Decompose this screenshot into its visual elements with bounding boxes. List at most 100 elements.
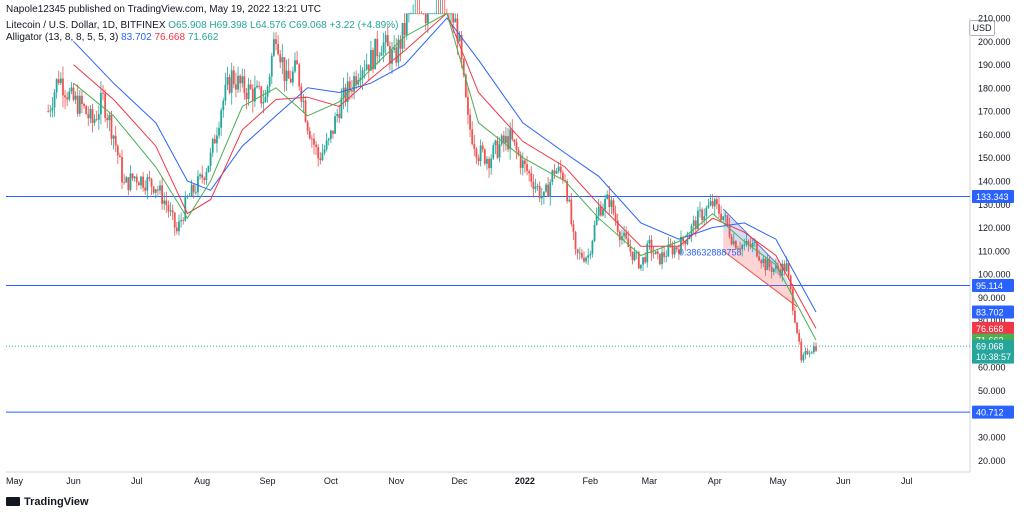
candle-body (116, 145, 119, 156)
candle-body (555, 170, 558, 174)
candle-body (220, 110, 223, 128)
candle-body (709, 201, 712, 206)
candle-body (142, 176, 145, 188)
candle-body (414, 13, 417, 15)
candle-body (559, 166, 562, 173)
candle-body (483, 149, 486, 164)
alligator-label[interactable]: Alligator (13, 8, 8, 5, 5, 3) (6, 32, 119, 43)
candle-body (764, 258, 767, 271)
candle-body (161, 185, 163, 204)
candle-body (471, 129, 474, 144)
candle-body (730, 236, 733, 245)
candle-body (167, 205, 170, 212)
candle-body (237, 75, 239, 90)
candle-body (346, 81, 349, 102)
candle-body (760, 260, 763, 264)
candle-body (277, 43, 280, 55)
candle-body (247, 84, 250, 100)
candle-body (194, 192, 197, 194)
candle-body (732, 241, 735, 245)
candle-body (625, 232, 628, 239)
candle-body (243, 76, 246, 93)
candle-body (291, 71, 294, 83)
candle-body (538, 186, 541, 199)
candle-body (123, 182, 126, 184)
candle-body (511, 129, 514, 140)
tradingview-brand: TradingView (24, 496, 89, 508)
candle-body (498, 144, 501, 158)
candle-body (66, 97, 69, 100)
candle-body (661, 252, 663, 265)
candle-body (462, 59, 465, 75)
candle-body (424, 13, 427, 24)
candle-body (426, 13, 429, 24)
candle-body (251, 88, 254, 102)
candle-body (684, 241, 687, 245)
candle-body (570, 199, 573, 225)
candle-body (604, 199, 606, 210)
candle-body (407, 13, 410, 15)
candle-body (456, 18, 459, 42)
price-tag-last-bg (972, 339, 1014, 364)
candle-body (766, 259, 769, 271)
candle-body (669, 244, 672, 247)
candle-body (190, 184, 193, 196)
candle-body (367, 64, 370, 71)
candle-body (644, 257, 647, 263)
candle-body (315, 144, 317, 148)
candle-body (150, 178, 153, 187)
ohlc-values: O65.908 H69.398 L64.576 C69.068 (168, 20, 327, 31)
candle-body (156, 189, 159, 191)
candle-body (726, 215, 729, 225)
x-tick-label: Oct (324, 476, 339, 486)
candle-body (680, 236, 682, 254)
x-tick-label: May (6, 476, 24, 486)
candle-body (298, 64, 301, 87)
candle-body (416, 13, 419, 15)
candle-body (186, 196, 189, 198)
candle-body (796, 322, 798, 333)
candle-body (211, 138, 214, 153)
candle-body (370, 50, 372, 71)
candle-body (703, 216, 706, 221)
candle-body (313, 138, 315, 145)
candle-body (76, 95, 79, 114)
candle-body (583, 257, 585, 262)
candle-body (437, 13, 440, 15)
candle-body (734, 241, 737, 249)
candle-body (110, 114, 113, 139)
candle-body (355, 76, 358, 85)
candle-body (505, 136, 507, 144)
candle-body (64, 95, 66, 98)
candle-body (310, 138, 313, 140)
candle-body (705, 207, 708, 217)
alligator-row: Alligator (13, 8, 8, 5, 5, 3) 83.702 76.… (6, 32, 398, 44)
candle-body (197, 176, 199, 193)
candle-body (192, 184, 195, 193)
candle-body (403, 22, 406, 35)
candle-body (454, 18, 457, 23)
candle-body (89, 108, 92, 119)
candle-body (230, 70, 233, 93)
candle-body (448, 13, 450, 15)
candle-body (72, 87, 75, 100)
candle-body (467, 96, 469, 115)
candle-body (83, 103, 85, 107)
candle-body (593, 224, 596, 241)
symbol-name[interactable]: Litecoin / U.S. Dollar, 1D, BITFINEX (6, 20, 166, 31)
alligator-teeth-value: 76.668 (154, 32, 186, 43)
candle-body (631, 251, 634, 261)
y-tick-label: 60.000 (978, 363, 1006, 373)
tradingview-logo[interactable]: TradingView (6, 496, 89, 508)
candle-body (125, 177, 128, 183)
price-chart[interactable]: 0.38632888758 20.00030.00040.00050.00060… (0, 0, 1024, 488)
y-tick-label: 130.000 (978, 200, 1011, 210)
channel-lower-line (722, 250, 798, 308)
candle-body (129, 173, 132, 191)
publish-header: Napole12345 published on TradingView.com… (6, 4, 322, 15)
candle-body (382, 42, 385, 53)
y-tick-label: 190.000 (978, 60, 1011, 70)
price-tag-mid-line-bg (972, 278, 1014, 292)
price-tag-jaw-bg (972, 305, 1014, 319)
candle-body (610, 200, 613, 207)
